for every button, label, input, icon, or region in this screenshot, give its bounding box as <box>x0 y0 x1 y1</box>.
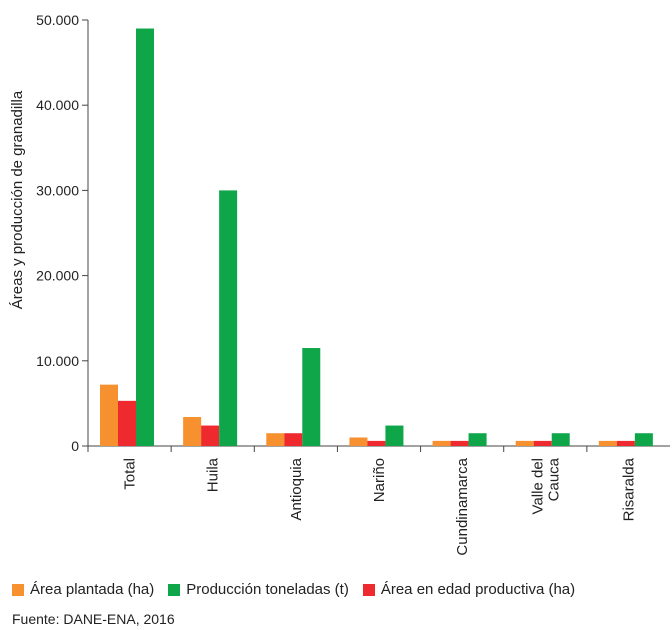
x-tick-label: Huila <box>205 457 222 492</box>
bar <box>598 440 617 446</box>
legend-swatch <box>168 583 181 596</box>
bar <box>533 440 552 446</box>
bar <box>616 440 635 446</box>
bar <box>302 348 321 446</box>
bar <box>468 433 487 446</box>
legend-item: Área en edad productiva (ha) <box>362 581 576 598</box>
bar <box>450 440 469 446</box>
bar <box>219 190 238 446</box>
axes <box>82 19 670 452</box>
bar <box>349 437 368 446</box>
x-tick-label: Risaralda <box>620 457 637 521</box>
bar <box>284 433 303 446</box>
x-tick-label: Nariño <box>371 458 388 502</box>
y-tick-label: 30.000 <box>36 182 79 198</box>
tick-labels: 0 10.000 20.000 30.000 40.000 50.000 Total Huil… <box>36 12 637 556</box>
bar <box>118 400 136 446</box>
bar <box>266 433 285 446</box>
y-tick-label: 50.000 <box>36 12 79 28</box>
legend-label: Producción toneladas (t) <box>186 581 349 598</box>
bar <box>515 440 534 446</box>
x-tick-label: Valle delCauca <box>529 457 562 514</box>
legend-swatch <box>362 583 375 596</box>
bar <box>136 28 154 447</box>
y-axis-title: Áreas y producción de granadilla <box>9 90 26 309</box>
y-tick-label: 20.000 <box>36 268 79 284</box>
legend-label: Área en edad productiva (ha) <box>380 581 576 598</box>
legend-item: Producción toneladas (t) <box>168 581 349 598</box>
bar <box>367 440 386 446</box>
source-note: Fuente: DANE-ENA, 2016 <box>12 611 175 627</box>
x-tick-label: Cundinamarca <box>454 457 471 555</box>
legend-item: Área plantada (ha) <box>12 581 154 598</box>
legend: Área plantada (ha) Producción toneladas (… <box>12 581 589 598</box>
y-tick-label: 40.000 <box>36 97 79 113</box>
bar <box>183 417 202 446</box>
bar <box>201 425 220 446</box>
legend-swatch <box>12 583 24 596</box>
y-tick-label: 0 <box>71 438 79 454</box>
bar <box>385 425 404 446</box>
bar <box>100 384 118 446</box>
x-tick-label: Total <box>122 458 139 490</box>
bar <box>551 433 570 446</box>
bar-chart: Áreas y producción de granadilla 0 10.000… <box>9 12 670 556</box>
bar <box>634 433 653 446</box>
legend-label: Área plantada (ha) <box>30 581 155 598</box>
x-tick-label: Antioquia <box>288 457 305 520</box>
bars <box>100 28 653 447</box>
y-tick-label: 10.000 <box>36 353 79 369</box>
bar <box>432 440 451 446</box>
